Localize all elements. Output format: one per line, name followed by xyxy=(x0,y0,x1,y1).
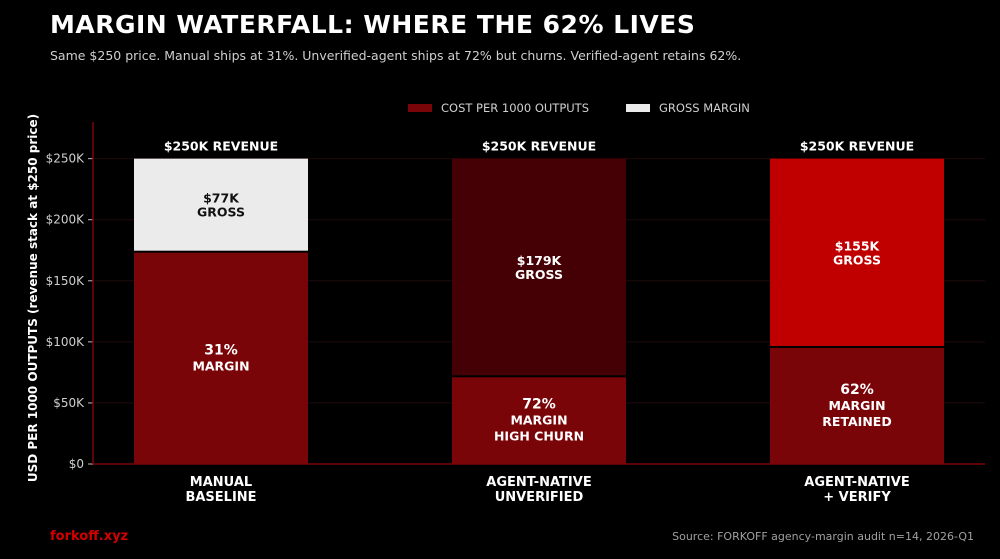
bar-cost xyxy=(770,347,944,464)
x-tick-label: + VERIFY xyxy=(823,490,891,505)
bar-gross-label: GROSS xyxy=(515,267,563,282)
bar-total-label: $250K REVENUE xyxy=(164,139,278,154)
legend-swatch xyxy=(626,104,650,112)
bar-gross-margin xyxy=(452,158,626,376)
bar-cost-label: RETAINED xyxy=(822,414,891,429)
y-tick-label: $100K xyxy=(46,335,86,349)
bar-cost-label: 72% xyxy=(522,397,556,413)
bar-total-label: $250K REVENUE xyxy=(800,139,914,154)
y-tick-label: $0 xyxy=(69,457,84,471)
y-tick-label: $50K xyxy=(53,396,85,410)
bar-gross-label: $77K xyxy=(203,191,240,206)
bar-gross-margin xyxy=(134,158,308,251)
x-tick-label: AGENT-NATIVE xyxy=(804,475,909,490)
bar-cost-label: MARGIN xyxy=(510,413,567,428)
bar-cost-label: 31% xyxy=(204,342,238,358)
legend-label: GROSS MARGIN xyxy=(659,101,750,115)
brand-link[interactable]: forkoff.xyz xyxy=(50,529,129,544)
y-tick-label: $200K xyxy=(46,213,86,227)
bar-cost-label: MARGIN xyxy=(828,398,885,413)
bar-cost xyxy=(452,377,626,464)
bar-gross-label: GROSS xyxy=(833,252,881,267)
bar-cost-label: MARGIN xyxy=(192,358,249,373)
legend-swatch xyxy=(408,104,432,112)
x-tick-label: MANUAL xyxy=(190,475,252,490)
page-title: MARGIN WATERFALL: WHERE THE 62% LIVES xyxy=(50,10,696,39)
bar-gross-label: $155K xyxy=(835,238,881,253)
legend-label: COST PER 1000 OUTPUTS xyxy=(441,101,589,115)
bar-gross-label: $179K xyxy=(517,253,563,268)
bar-total-label: $250K REVENUE xyxy=(482,139,596,154)
x-tick-label: AGENT-NATIVE xyxy=(486,475,591,490)
bar-cost-label: 62% xyxy=(840,382,874,398)
bar-gross-label: GROSS xyxy=(197,205,245,220)
y-axis-label: USD PER 1000 OUTPUTS (revenue stack at $… xyxy=(26,114,40,482)
y-tick-label: $150K xyxy=(46,274,86,288)
bar-gross-margin xyxy=(770,158,944,346)
source-note: Source: FORKOFF agency-margin audit n=14… xyxy=(672,530,974,543)
bar-cost-label: HIGH CHURN xyxy=(494,429,584,444)
y-tick-label: $250K xyxy=(46,152,86,166)
bar-cost xyxy=(134,252,308,464)
x-tick-label: BASELINE xyxy=(185,490,256,505)
page-subtitle: Same $250 price. Manual ships at 31%. Un… xyxy=(50,48,742,63)
x-tick-label: UNVERIFIED xyxy=(495,490,584,505)
